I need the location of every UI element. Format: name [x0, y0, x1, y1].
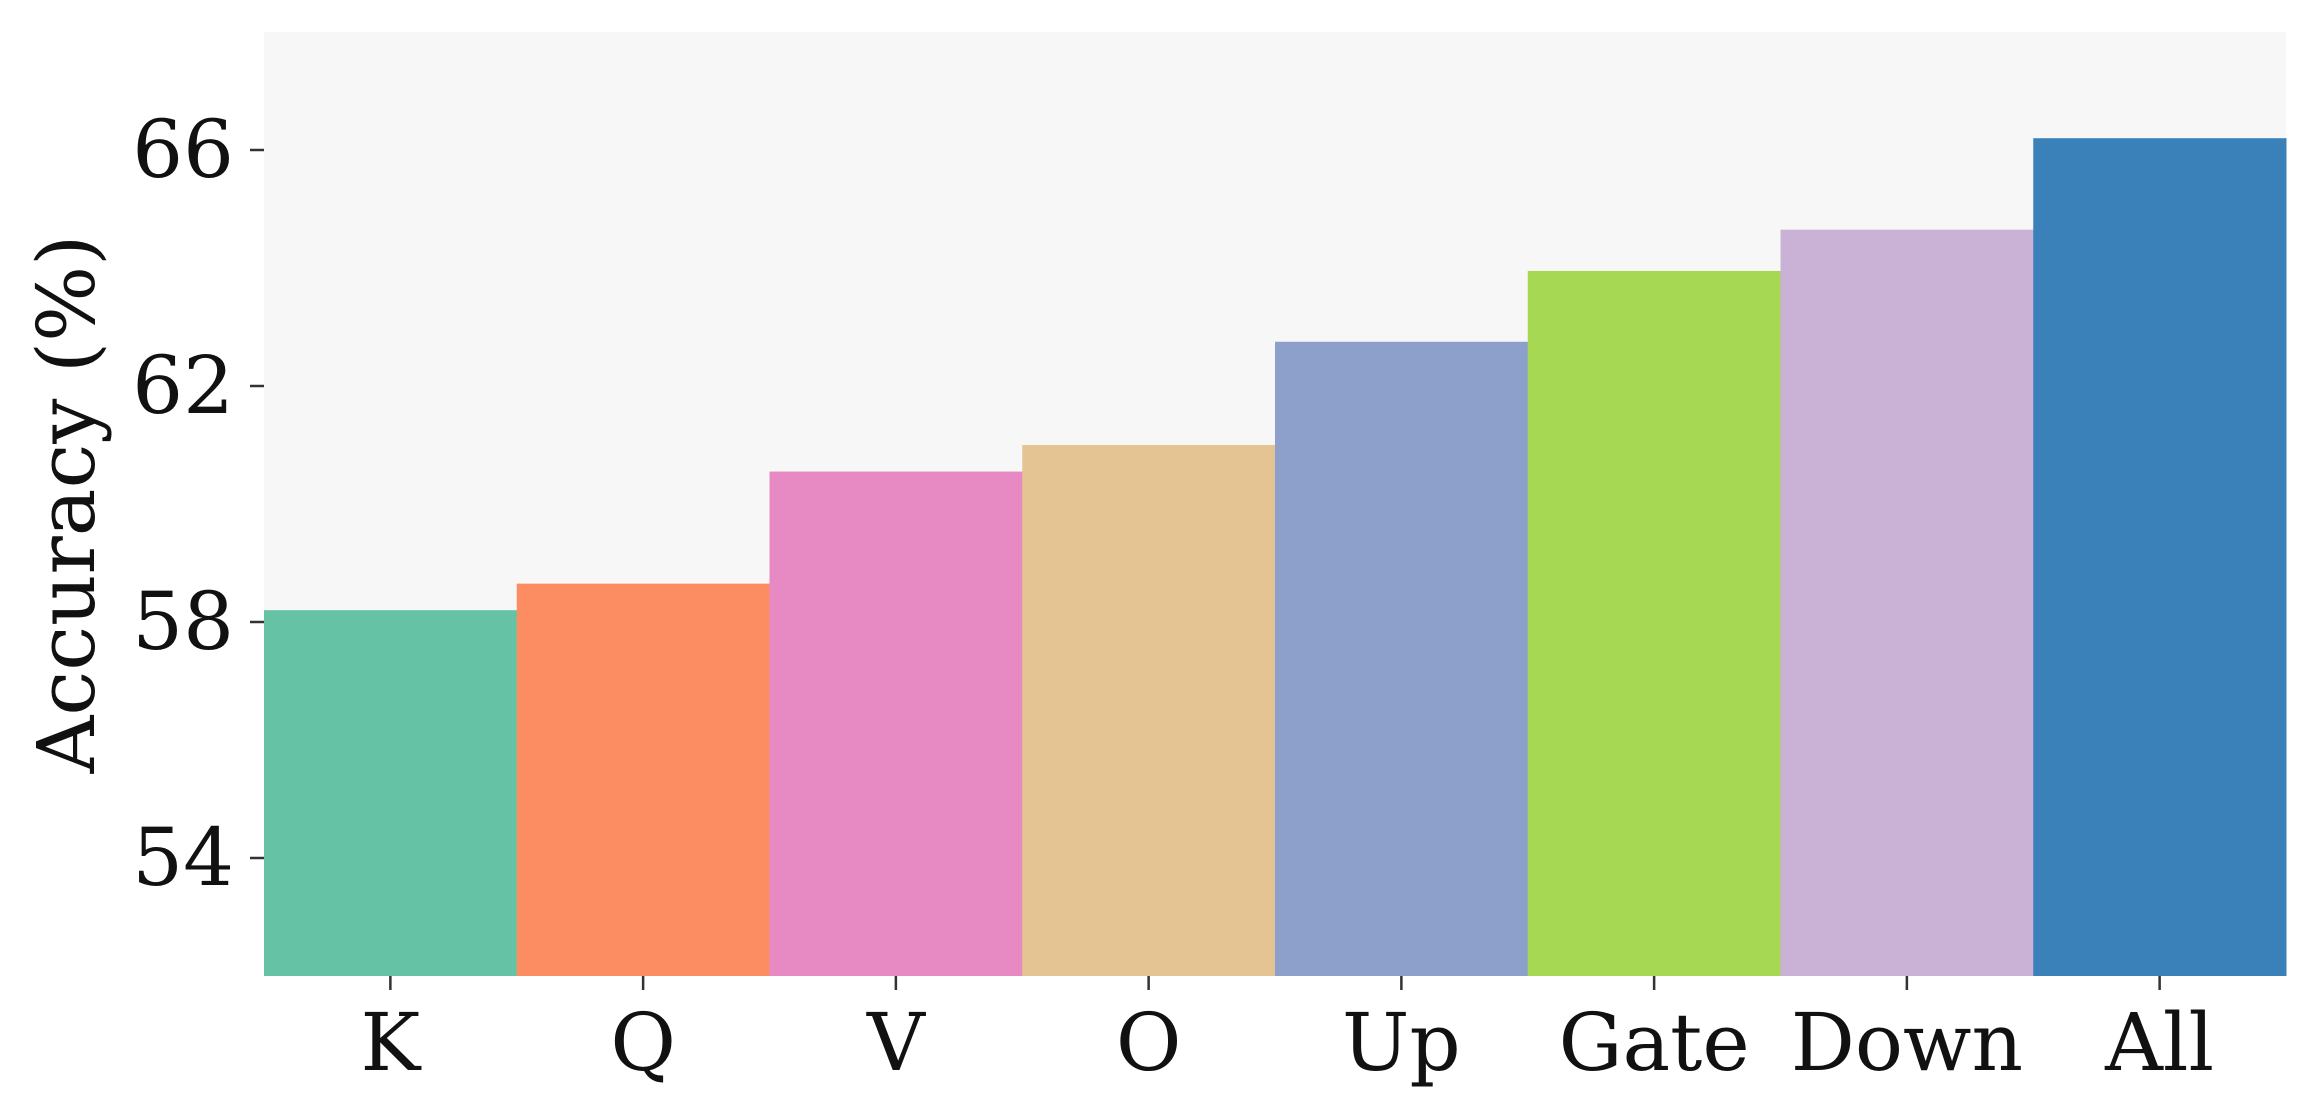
y-tick-label: 54: [132, 811, 234, 904]
y-tick-label: 66: [132, 103, 234, 196]
bar-o: [1022, 445, 1276, 976]
bar-all: [2033, 138, 2287, 976]
x-tick-label: Gate: [1559, 996, 1750, 1089]
x-tick-label: All: [2104, 996, 2214, 1089]
bar-k: [264, 610, 518, 976]
y-tick-label: 62: [132, 339, 234, 432]
x-tick-label: V: [866, 996, 926, 1089]
y-axis: 54 58 62 66: [132, 103, 264, 904]
bar-q: [516, 583, 770, 976]
x-axis: K Q V O Up Gate Down All: [360, 976, 2214, 1089]
x-tick-label: Up: [1342, 996, 1461, 1089]
x-tick-label: Q: [610, 996, 676, 1089]
x-tick-label: Down: [1791, 996, 2023, 1089]
x-tick-label: K: [360, 996, 421, 1089]
bar-v: [769, 471, 1023, 976]
bar-down: [1780, 229, 2034, 976]
x-tick-label: O: [1116, 996, 1182, 1089]
bar-gate: [1527, 270, 1781, 976]
y-tick-label: 58: [132, 575, 234, 668]
bar-up: [1275, 341, 1529, 976]
y-axis-title: Accuracy (%): [20, 235, 113, 775]
bars-group: [264, 138, 2287, 976]
